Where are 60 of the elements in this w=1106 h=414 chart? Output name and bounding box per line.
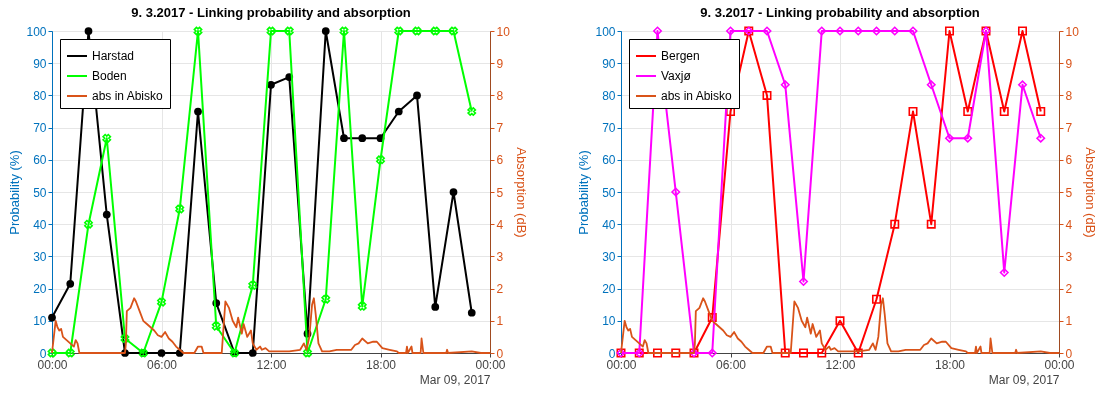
chart-title: 9. 3.2017 - Linking probability and absorption: [131, 5, 411, 21]
y-tick-label: 40: [33, 217, 47, 232]
y-tick-label: 20: [33, 282, 47, 297]
y-tick-label: 70: [33, 121, 47, 136]
y2-tick-label: 4: [496, 217, 504, 232]
legend-label: Bergen: [661, 49, 700, 63]
y-tick-label: 30: [33, 249, 47, 264]
legend-label: Harstad: [92, 49, 135, 63]
x-tick-label: 18:00: [934, 357, 966, 372]
text: Mar 09, 2017: [988, 372, 1060, 387]
chart-title: 9. 3.2017 - Linking probability and absorption: [700, 5, 980, 21]
y2-tick-label: 6: [496, 153, 504, 168]
legend-label: Vaxjø: [661, 69, 692, 83]
legend-label: abs in Abisko: [661, 89, 733, 103]
text: Mar 09, 2017: [419, 372, 491, 387]
y-tick-label: 60: [33, 153, 47, 168]
y2-tick-label: 5: [1065, 185, 1073, 200]
y-axis-title: Probability (%): [576, 150, 592, 235]
y2-tick-label: 1: [496, 314, 504, 329]
y-tick-label: 70: [602, 121, 616, 136]
y-tick-label: 90: [602, 56, 616, 71]
legend-label: abs in Abisko: [92, 89, 164, 103]
y2-tick-label: 9: [1065, 56, 1073, 71]
x-tick-label: 12:00: [256, 357, 287, 372]
y2-tick-label: 5: [496, 185, 504, 200]
y2-axis-title: Absorption (dB): [513, 147, 529, 238]
x-tick-label: 12:00: [825, 357, 856, 372]
y-axis-title: Probability (%): [7, 150, 23, 235]
y-tick-label: 50: [602, 185, 616, 200]
y-tick-label: 20: [602, 282, 616, 297]
y-tick-label: 50: [33, 185, 47, 200]
y2-tick-label: 2: [1065, 282, 1073, 297]
legend-label: Boden: [92, 69, 127, 83]
y-tick-label: 60: [602, 153, 616, 168]
y-tick-label: 10: [33, 314, 47, 329]
y2-tick-label: 6: [1065, 153, 1073, 168]
y-tick-label: 10: [602, 314, 616, 329]
y2-tick-label: 9: [496, 56, 504, 71]
y-tick-label: 80: [602, 88, 616, 103]
y2-tick-label: 3: [1065, 249, 1073, 264]
y-tick-label: 40: [602, 217, 616, 232]
y2-tick-label: 7: [1065, 121, 1073, 136]
y-tick-label: 100: [26, 24, 47, 39]
y-tick-label: 30: [602, 249, 616, 264]
y-tick-label: 100: [595, 24, 616, 39]
y2-axis-title: Absorption (dB): [1082, 147, 1098, 238]
y2-tick-label: 8: [496, 88, 504, 103]
y2-tick-label: 1: [1065, 314, 1073, 329]
y-tick-label: 90: [33, 56, 47, 71]
y2-tick-label: 10: [1065, 24, 1080, 39]
y2-tick-label: 7: [496, 121, 504, 136]
y2-tick-label: 4: [1065, 217, 1073, 232]
y2-tick-label: 2: [496, 282, 504, 297]
y-tick-label: 80: [33, 88, 47, 103]
y2-tick-label: 10: [496, 24, 511, 39]
x-tick-label: 06:00: [146, 357, 178, 372]
y2-tick-label: 8: [1065, 88, 1073, 103]
y2-tick-label: 3: [496, 249, 504, 264]
x-tick-label: 18:00: [365, 357, 397, 372]
x-tick-label: 06:00: [715, 357, 747, 372]
